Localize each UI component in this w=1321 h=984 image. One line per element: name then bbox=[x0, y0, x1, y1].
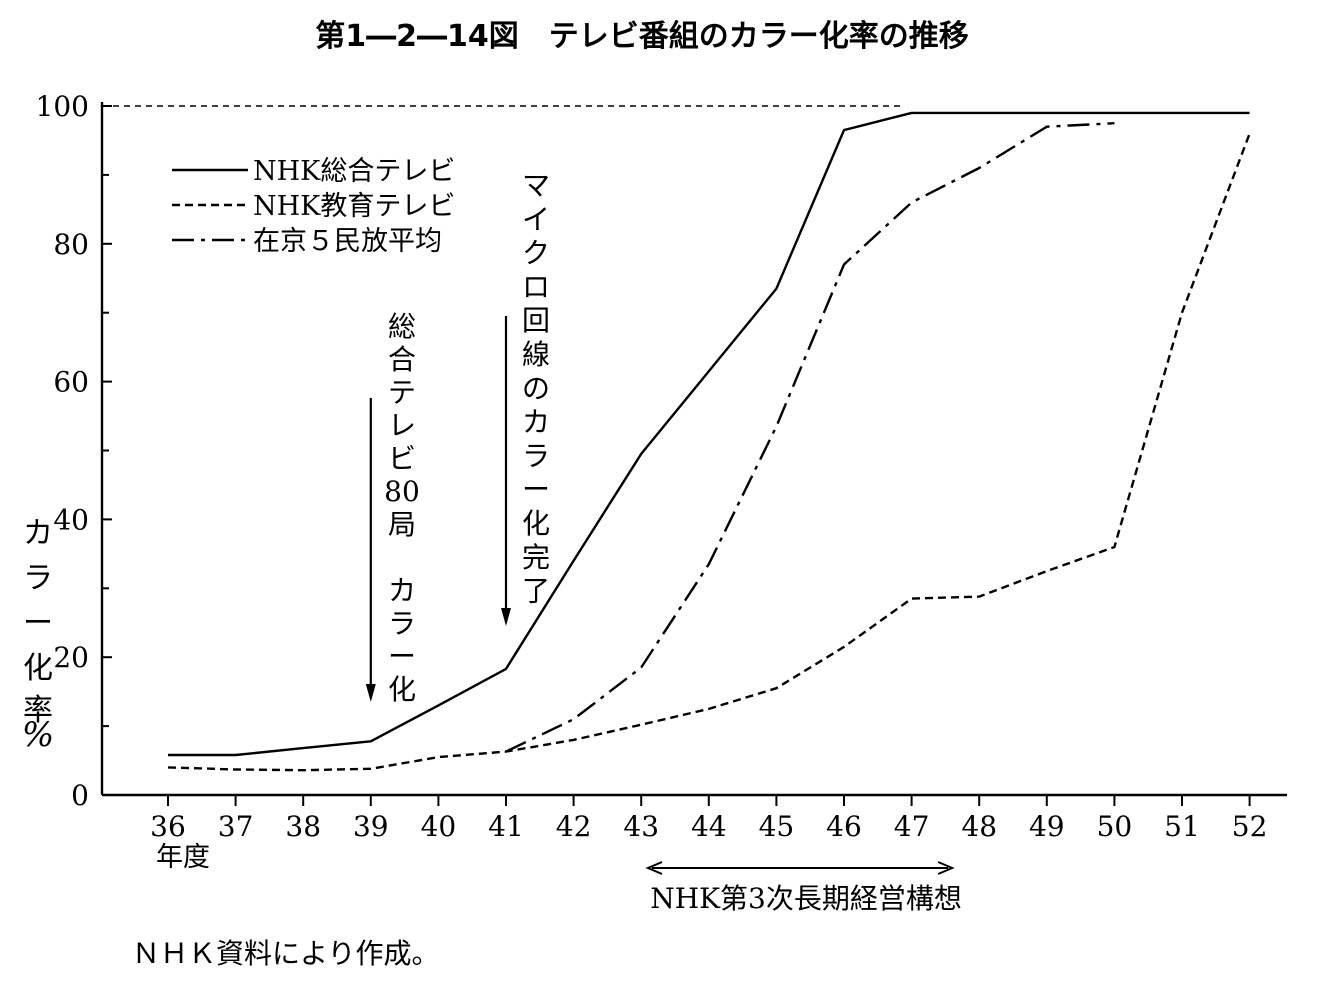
annotation-1-char: ラ bbox=[388, 607, 416, 640]
chart-title: 第1―2―14図 テレビ番組のカラー化率の推移 bbox=[315, 19, 969, 54]
x-tick-label: 46 bbox=[826, 810, 862, 843]
x-tick-label: 48 bbox=[961, 810, 997, 843]
y-axis-label-char: ラ bbox=[23, 561, 53, 596]
x-tick-label: 36 bbox=[150, 810, 186, 843]
annotation-1-char: 局 bbox=[388, 508, 416, 541]
x-axis-label: 年度 bbox=[156, 842, 210, 873]
x-tick-label: 38 bbox=[285, 810, 321, 843]
annotation-1-char: カ bbox=[388, 574, 416, 607]
annotation-1-char: テ bbox=[388, 376, 416, 409]
annotation-2-char: の bbox=[522, 372, 550, 405]
x-tick-label: 49 bbox=[1029, 810, 1065, 843]
annotation-1-char: ビ bbox=[388, 442, 416, 475]
series-line-1 bbox=[168, 111, 1250, 757]
y-tick-label: 40 bbox=[53, 503, 89, 536]
x-tick-label: 45 bbox=[759, 810, 795, 843]
annotation-2-char: 化 bbox=[522, 507, 550, 540]
y-tick-label: 80 bbox=[53, 228, 89, 261]
annotation-2-char: ー bbox=[522, 473, 550, 506]
source-note: ＮＨＫ資料により作成。 bbox=[132, 937, 439, 970]
x-tick-label: 42 bbox=[556, 810, 592, 843]
y-tick-label: 100 bbox=[36, 90, 89, 123]
annotation-1-char: 合 bbox=[388, 343, 416, 376]
axes bbox=[100, 102, 1287, 797]
legend-label-3: 在京５民放平均 bbox=[253, 226, 442, 257]
annotation-1-char: ー bbox=[388, 640, 416, 673]
x-ticks: 36 37 38 39 40 41 42 43 44 45 46 47 48 49 50 51 52 bbox=[150, 795, 1267, 843]
annotation-2-char: マ bbox=[522, 169, 550, 202]
series-layer bbox=[167, 111, 1251, 772]
x-tick-label: 40 bbox=[421, 810, 457, 843]
y-tick-label: 20 bbox=[53, 641, 89, 674]
y-axis-label-char: % bbox=[22, 715, 54, 755]
annotation-1-char: 総 bbox=[388, 310, 416, 343]
annotation-2-char: 線 bbox=[522, 338, 550, 371]
y-axis-label-char: カ bbox=[23, 516, 53, 551]
x-tick-label: 52 bbox=[1232, 810, 1268, 843]
annotation-2-char: カ bbox=[522, 406, 550, 439]
period-range: NHK第3次長期経営構想 bbox=[645, 861, 962, 915]
annotation-1-char: レ bbox=[388, 409, 416, 442]
x-tick-label: 51 bbox=[1164, 810, 1200, 843]
y-tick-label: 60 bbox=[53, 366, 89, 399]
y-axis-label: カラー化率% bbox=[22, 516, 54, 755]
series-line-3 bbox=[505, 122, 1115, 753]
y-axis-label-char: 率 bbox=[23, 693, 53, 728]
annotation-2-char: 完 bbox=[522, 541, 550, 574]
x-tick-label: 41 bbox=[488, 810, 524, 843]
annotation-2-char: ロ bbox=[522, 270, 550, 303]
y-tick-label: 0 bbox=[71, 779, 89, 812]
annotation-2-char: 回 bbox=[522, 304, 550, 337]
x-tick-label: 39 bbox=[353, 810, 389, 843]
annotation-2-arrow-head bbox=[501, 608, 511, 626]
y-axis-label-char: ー bbox=[23, 606, 53, 641]
annotation-2-char: ク bbox=[522, 237, 550, 270]
period-arrow-left-head bbox=[645, 861, 663, 875]
legend-label-1: NHK総合テレビ bbox=[253, 156, 455, 187]
annotation-1-arrow-head bbox=[365, 684, 376, 702]
period-label: NHK第3次長期経営構想 bbox=[650, 882, 962, 915]
x-tick-label: 43 bbox=[623, 810, 659, 843]
y-axis-label-char: 化 bbox=[23, 651, 53, 686]
period-arrow-right-head bbox=[937, 861, 955, 875]
x-tick-label: 37 bbox=[218, 810, 254, 843]
annotation-1-char: 化 bbox=[388, 673, 416, 706]
x-tick-label: 50 bbox=[1097, 810, 1133, 843]
x-tick-label: 47 bbox=[894, 810, 930, 843]
legend-label-2: NHK教育テレビ bbox=[253, 191, 455, 222]
x-tick-label: 44 bbox=[691, 810, 727, 843]
annotation-2-char: ラ bbox=[522, 439, 550, 472]
series-line-2 bbox=[167, 133, 1251, 772]
y-ticks: 0 20 40 60 80 100 bbox=[36, 90, 112, 812]
annotation-2-char: イ bbox=[522, 203, 550, 236]
annotation-2-char: 了 bbox=[522, 575, 550, 608]
annotation-1-char: 80 bbox=[384, 475, 420, 508]
